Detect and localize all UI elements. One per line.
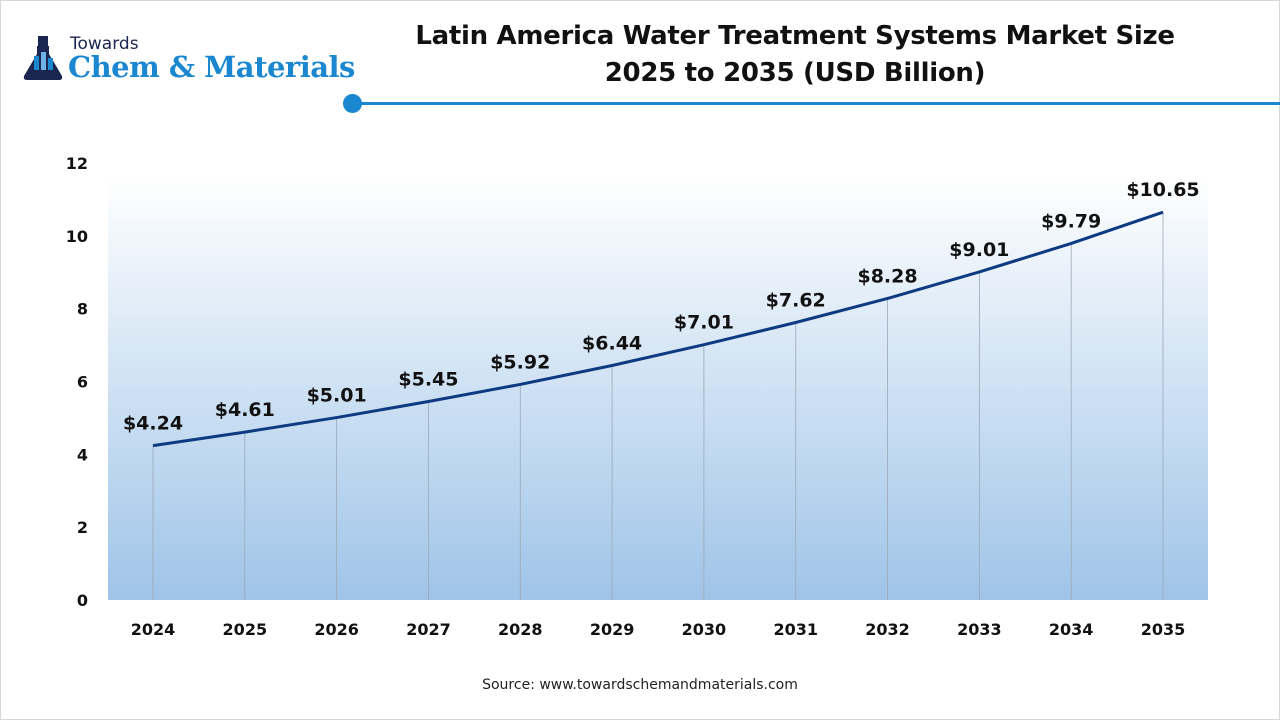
source-note: Source: www.towardschemandmaterials.com <box>482 677 798 693</box>
data-label: $8.28 <box>857 265 917 287</box>
data-label: $9.01 <box>949 239 1009 261</box>
y-tick-label: 12 <box>66 154 88 173</box>
y-tick-label: 10 <box>66 227 88 246</box>
title-dot <box>343 94 362 113</box>
x-tick-label: 2025 <box>223 620 268 639</box>
data-label: $6.44 <box>582 332 642 354</box>
x-tick-label: 2024 <box>131 620 176 639</box>
x-tick-label: 2035 <box>1141 620 1186 639</box>
data-label: $10.65 <box>1126 179 1199 201</box>
x-tick-label: 2033 <box>957 620 1002 639</box>
x-tick-label: 2034 <box>1049 620 1094 639</box>
flask-icon <box>23 36 63 80</box>
title-line-2: 2025 to 2035 (USD Billion) <box>604 58 986 88</box>
logo-towards: Towards <box>70 34 139 54</box>
title-line-1: Latin America Water Treatment Systems Ma… <box>415 21 1175 51</box>
plot-background <box>108 175 1208 600</box>
data-label: $5.92 <box>490 351 550 373</box>
x-tick-label: 2027 <box>406 620 451 639</box>
y-tick-label: 4 <box>77 445 88 464</box>
x-tick-label: 2031 <box>773 620 818 639</box>
data-label: $5.45 <box>398 369 458 391</box>
data-label: $7.62 <box>766 290 826 312</box>
x-tick-label: 2029 <box>590 620 635 639</box>
title-underline <box>352 102 1280 105</box>
x-tick-label: 2032 <box>865 620 910 639</box>
x-tick-label: 2026 <box>314 620 359 639</box>
data-label: $5.01 <box>307 385 367 407</box>
chart-title: Latin America Water Treatment Systems Ma… <box>380 18 1210 92</box>
data-label: $9.79 <box>1041 210 1101 232</box>
y-tick-label: 6 <box>77 373 88 392</box>
series-line <box>152 210 1164 448</box>
data-label: $4.61 <box>215 399 275 421</box>
logo-name: Chem & Materials <box>68 50 355 84</box>
x-tick-label: 2028 <box>498 620 543 639</box>
y-tick-label: 0 <box>77 591 88 610</box>
y-tick-label: 2 <box>77 518 88 537</box>
data-label: $7.01 <box>674 312 734 334</box>
data-label: $4.24 <box>123 413 183 435</box>
x-tick-label: 2030 <box>682 620 727 639</box>
y-tick-label: 8 <box>77 300 88 319</box>
